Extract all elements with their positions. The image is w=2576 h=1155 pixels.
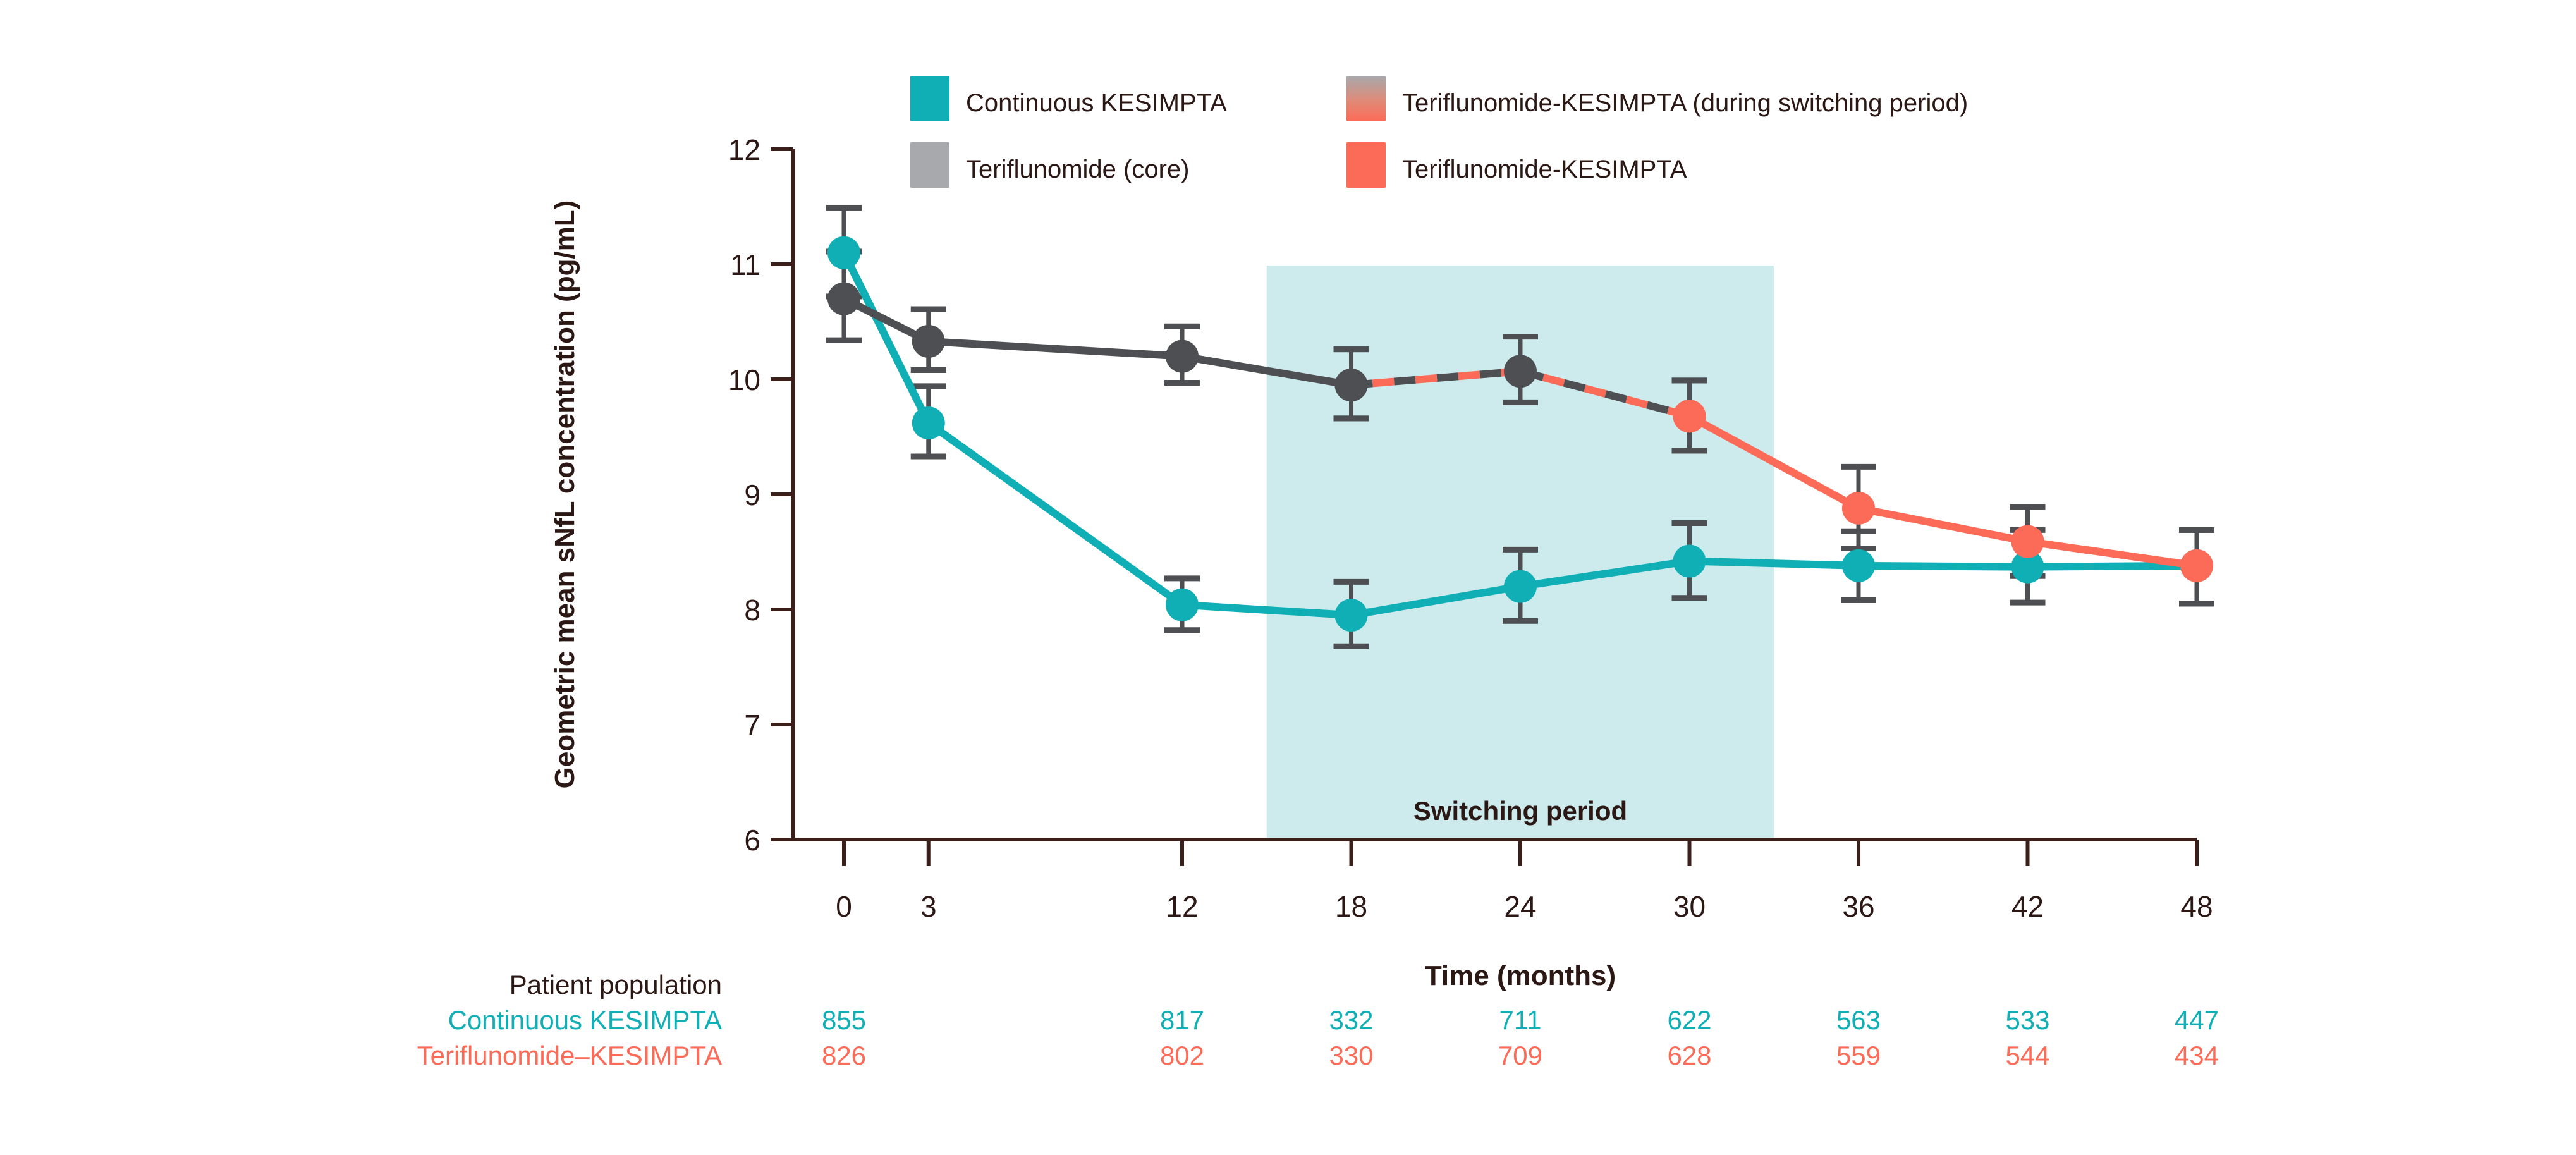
data-point-marker <box>2011 550 2044 584</box>
patient-population-value: 622 <box>1667 1005 1711 1035</box>
series-line <box>842 295 1352 389</box>
x-tick-label: 3 <box>920 890 937 923</box>
y-tick-label: 10 <box>728 364 760 396</box>
legend-label: Teriflunomide (core) <box>966 156 1189 183</box>
switching-period-label: Switching period <box>1413 796 1627 826</box>
patient-population-row: Teriflunomide–KESIMPTA 826 802 330 709 628 559… <box>417 1041 2219 1070</box>
series-line-dashed-gray <box>1351 367 1691 420</box>
legend-item[interactable]: Teriflunomide (core) <box>910 142 1189 188</box>
data-point-marker <box>912 406 945 440</box>
x-tick-label: 18 <box>1335 890 1367 923</box>
patient-population-value: 330 <box>1329 1041 1373 1070</box>
patient-population-value: 709 <box>1498 1041 1542 1070</box>
patient-population-table: Patient population Continuous KESIMPTA 855… <box>417 970 2219 1070</box>
patient-population-header: Patient population <box>510 970 722 999</box>
data-point-marker <box>912 324 945 358</box>
chart-axes: 6 7 8 9 10 11 12 0 3 12 18 24 30 36 42 48 <box>728 133 2213 923</box>
patient-population-row-label: Continuous KESIMPTA <box>448 1005 722 1035</box>
x-tick-label: 36 <box>1842 890 1874 923</box>
data-point-marker <box>1334 369 1368 402</box>
legend-label: Continuous KESIMPTA <box>966 89 1227 117</box>
legend-item[interactable]: Teriflunomide-KESIMPTA (during switching… <box>1346 76 1968 121</box>
y-tick-label: 6 <box>744 824 760 857</box>
data-point-marker <box>1504 355 1537 388</box>
patient-population-value: 544 <box>2005 1041 2049 1070</box>
data-point-marker <box>827 282 860 315</box>
data-point-marker <box>1673 544 1706 578</box>
data-point-marker <box>1504 570 1537 603</box>
legend-label: Teriflunomide-KESIMPTA <box>1402 156 1687 183</box>
y-tick-label: 9 <box>744 479 760 511</box>
patient-population-row: Continuous KESIMPTA 855 817 332 711 622 563 533… <box>448 1005 2219 1035</box>
chart-legend: Continuous KESIMPTA Teriflunomide-KESIMPT… <box>910 76 1968 188</box>
legend-swatch <box>1346 76 1386 121</box>
data-point-marker <box>1334 599 1368 632</box>
y-axis-title: Geometric mean sNfL concentration (pg/mL… <box>549 200 580 789</box>
chart-labels: Geometric mean sNfL concentration (pg/mL… <box>549 200 1616 991</box>
patient-population-row-label: Teriflunomide–KESIMPTA <box>417 1041 722 1070</box>
chart-series <box>826 205 2214 649</box>
y-tick-label: 8 <box>744 594 760 626</box>
x-tick-label: 0 <box>836 890 852 923</box>
x-tick-label: 30 <box>1673 890 1706 923</box>
patient-population-value: 711 <box>1499 1005 1542 1035</box>
patient-population-value: 559 <box>1836 1041 1881 1070</box>
data-point-marker <box>1673 400 1706 433</box>
patient-population-value: 826 <box>822 1041 866 1070</box>
patient-population-value: 817 <box>1160 1005 1204 1035</box>
legend-item[interactable]: Continuous KESIMPTA <box>910 76 1227 121</box>
data-point-marker <box>1166 339 1199 373</box>
x-axis-title: Time (months) <box>1425 960 1616 991</box>
patient-population-value: 434 <box>2175 1041 2219 1070</box>
patient-population-value: 447 <box>2175 1005 2219 1035</box>
patient-population-value: 332 <box>1329 1005 1373 1035</box>
patient-population-value: 802 <box>1160 1041 1204 1070</box>
patient-population-value: 533 <box>2005 1005 2049 1035</box>
x-tick-label: 24 <box>1504 890 1536 923</box>
legend-swatch <box>910 142 949 188</box>
patient-population-value: 855 <box>822 1005 866 1035</box>
x-tick-label: 48 <box>2180 890 2213 923</box>
patient-population-value: 628 <box>1667 1041 1711 1070</box>
series-line <box>1687 412 2197 570</box>
legend-item[interactable]: Teriflunomide-KESIMPTA <box>1346 142 1687 188</box>
data-point-marker <box>1842 549 1875 582</box>
data-point-marker <box>1166 588 1199 621</box>
legend-swatch <box>1346 142 1386 188</box>
data-point-marker <box>827 236 860 269</box>
y-tick-label: 12 <box>728 133 760 166</box>
y-tick-label: 7 <box>744 709 760 742</box>
y-tick-label: 11 <box>730 248 760 281</box>
data-point-marker <box>1842 491 1875 525</box>
legend-label: Teriflunomide-KESIMPTA (during switching… <box>1402 89 1968 117</box>
data-point-marker <box>2011 525 2044 558</box>
x-tick-label: 42 <box>2011 890 2044 923</box>
data-point-marker <box>2180 549 2213 582</box>
legend-swatch <box>910 76 949 121</box>
x-tick-label: 12 <box>1166 890 1198 923</box>
patient-population-value: 563 <box>1836 1005 1881 1035</box>
